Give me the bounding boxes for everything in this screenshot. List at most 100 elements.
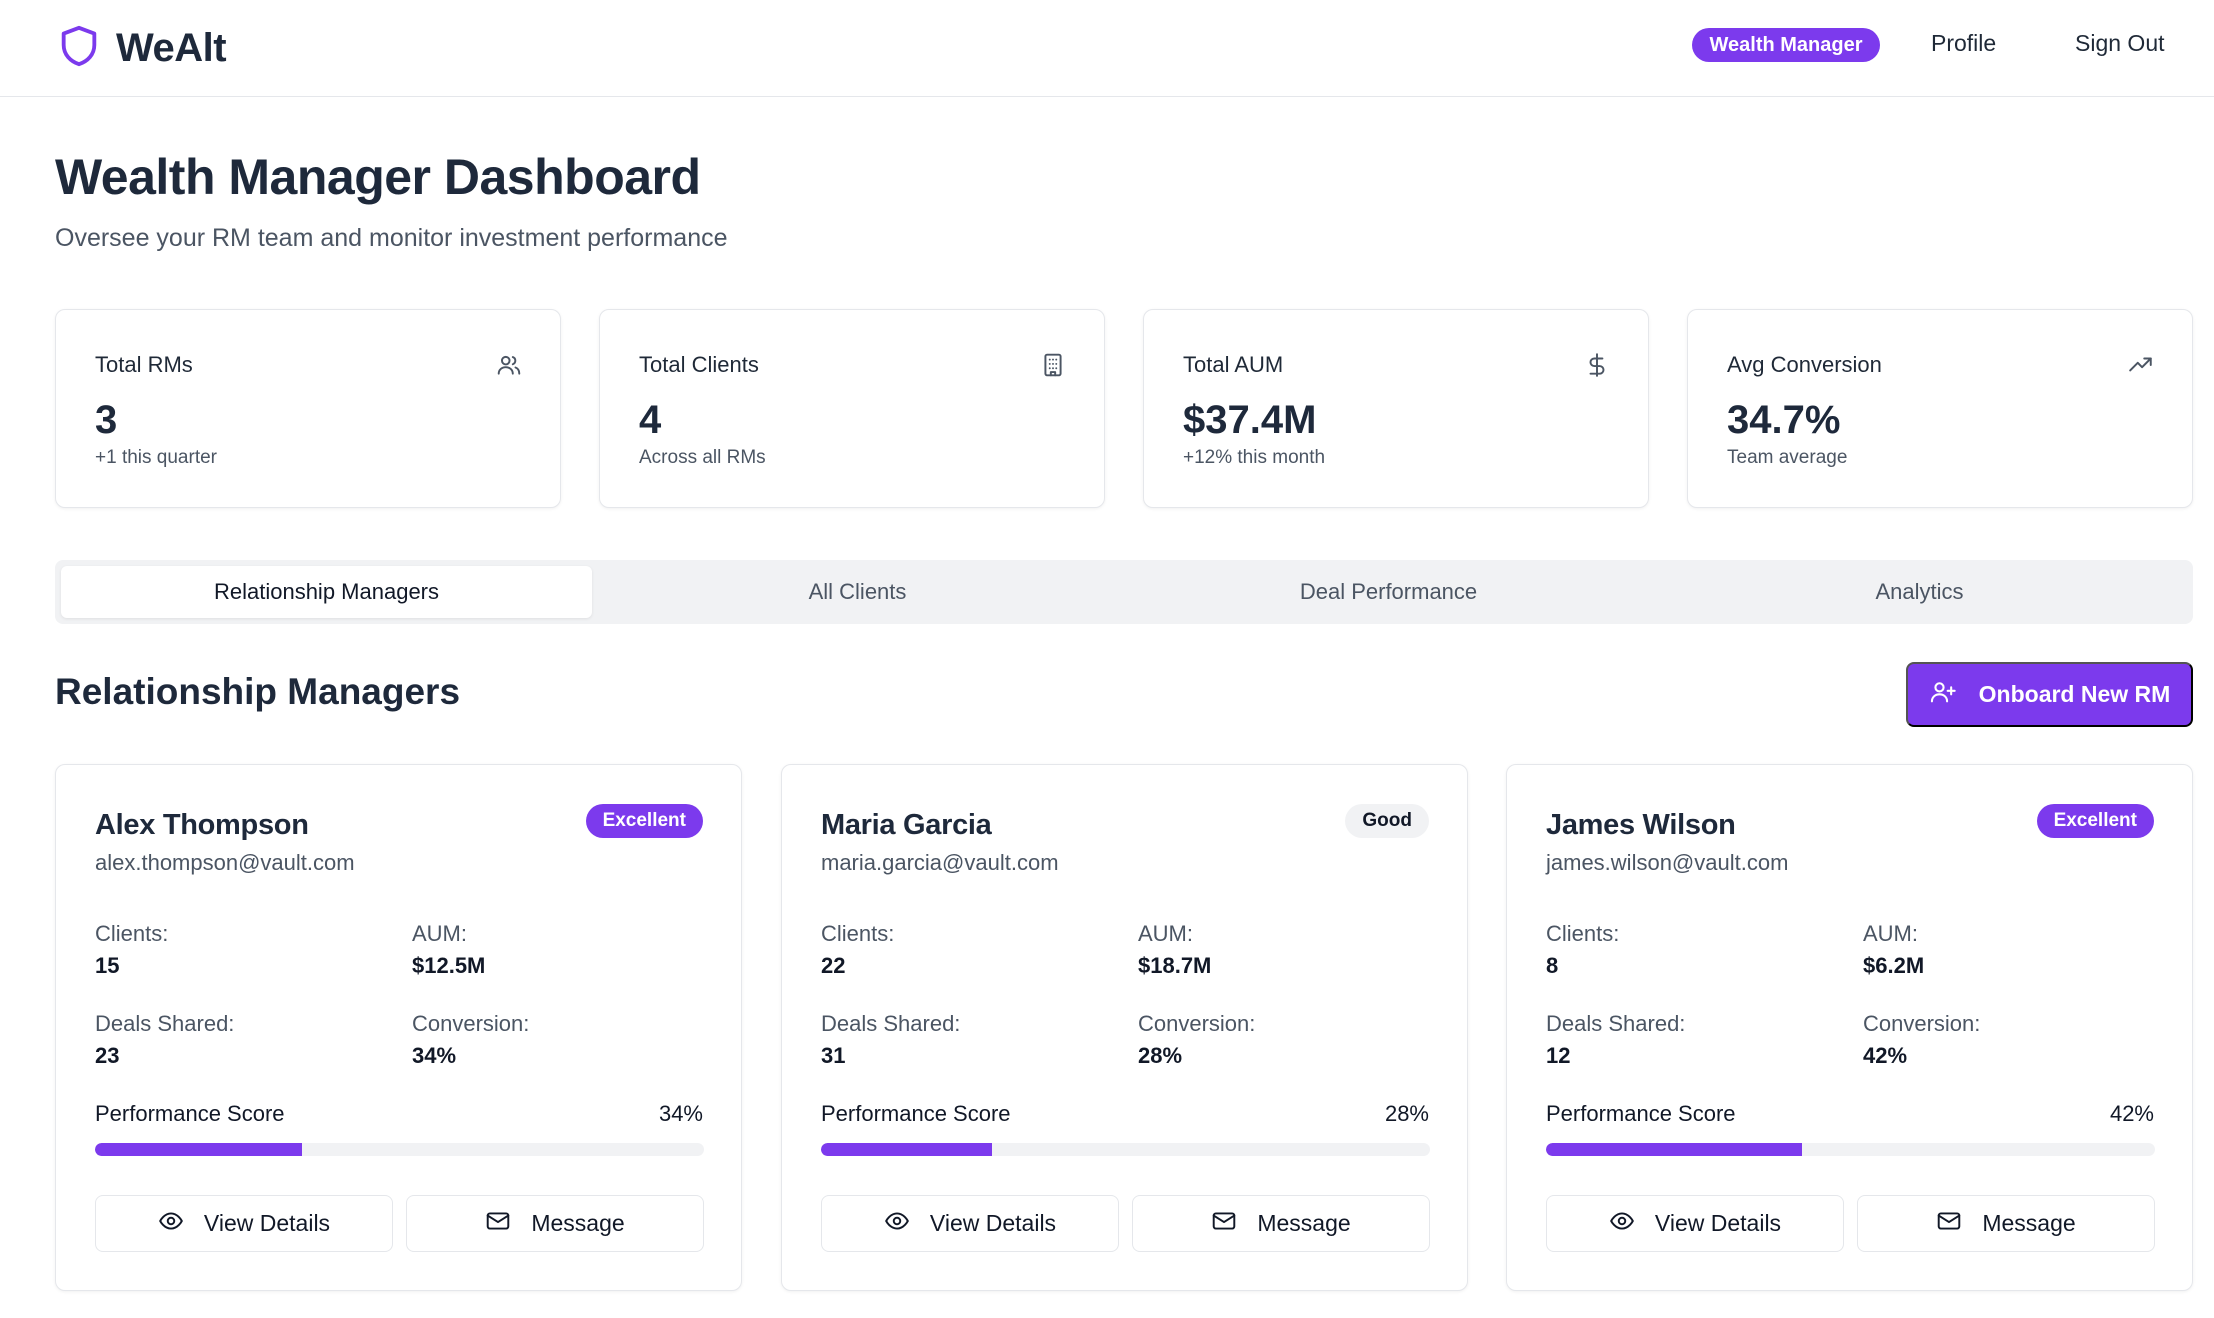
performance-bar-fill (821, 1143, 992, 1156)
dashboard-tabs: Relationship Managers All Clients Deal P… (55, 560, 2193, 624)
stat-label: Total Clients (639, 352, 759, 377)
tab-relationship-managers[interactable]: Relationship Managers (61, 566, 592, 618)
conversion-label: Conversion: (1138, 1011, 1256, 1036)
rating-badge: Excellent (585, 804, 703, 838)
aum-label: AUM: (1863, 921, 1918, 946)
profile-link[interactable]: Profile (1931, 30, 1997, 56)
performance-value: 28% (1384, 1101, 1429, 1126)
user-plus-icon (1929, 678, 1979, 712)
view-details-button[interactable]: View Details (821, 1195, 1119, 1252)
stat-card-avg-conversion: Avg Conversion 34.7% Team average (1687, 309, 2193, 508)
clients-value: 15 (95, 953, 120, 978)
mail-icon (1211, 1208, 1257, 1240)
stat-card-total-clients: Total Clients 4 Across all RMs (599, 309, 1105, 508)
message-button[interactable]: Message (1132, 1195, 1430, 1252)
stat-note: Team average (1727, 447, 1848, 468)
view-details-button[interactable]: View Details (95, 1195, 393, 1252)
eye-icon (884, 1208, 930, 1240)
conversion-label: Conversion: (412, 1011, 530, 1036)
performance-bar-fill (1546, 1143, 1802, 1156)
users-icon (496, 352, 522, 378)
rm-card: James Wilson Excellent james.wilson@vaul… (1506, 764, 2193, 1291)
performance-label: Performance Score (1546, 1101, 1736, 1126)
mail-icon (1936, 1208, 1982, 1240)
rm-email: alex.thompson@vault.com (95, 850, 355, 875)
tab-deal-performance[interactable]: Deal Performance (1299, 579, 1478, 604)
rm-card: Alex Thompson Excellent alex.thompson@va… (55, 764, 742, 1291)
onboard-label: Onboard New RM (1978, 681, 2171, 707)
deals-value: 31 (821, 1043, 846, 1068)
stat-note: +1 this quarter (95, 447, 217, 468)
building-icon (1040, 352, 1066, 378)
top-navbar: WeAlt Wealth Manager Profile Sign Out (0, 0, 2214, 97)
view-details-label: View Details (203, 1210, 331, 1236)
performance-value: 34% (658, 1101, 703, 1126)
message-label: Message (1982, 1210, 2076, 1236)
conversion-label: Conversion: (1863, 1011, 1981, 1036)
tab-analytics[interactable]: Analytics (1875, 579, 1964, 604)
stat-note: Across all RMs (639, 447, 766, 468)
rm-card: Maria Garcia Good maria.garcia@vault.com… (781, 764, 1468, 1291)
performance-bar (95, 1143, 704, 1156)
clients-label: Clients: (95, 921, 169, 946)
message-label: Message (531, 1210, 625, 1236)
stat-label: Total AUM (1183, 352, 1284, 377)
deals-label: Deals Shared: (821, 1011, 961, 1036)
aum-value: $12.5M (412, 953, 486, 978)
performance-bar (821, 1143, 1430, 1156)
message-button[interactable]: Message (406, 1195, 704, 1252)
conversion-value: 42% (1863, 1043, 1908, 1068)
app-logo[interactable]: WeAlt (56, 20, 227, 77)
stat-card-total-rms: Total RMs 3 +1 this quarter (55, 309, 561, 508)
view-details-label: View Details (929, 1210, 1057, 1236)
deals-label: Deals Shared: (95, 1011, 235, 1036)
stat-card-total-aum: Total AUM $37.4M +12% this month (1143, 309, 1649, 508)
clients-value: 8 (1546, 953, 1559, 978)
stat-label: Total RMs (95, 352, 193, 377)
stat-value: 3 (95, 398, 118, 442)
message-label: Message (1257, 1210, 1351, 1236)
deals-label: Deals Shared: (1546, 1011, 1686, 1036)
stat-value: $37.4M (1183, 398, 1317, 442)
rm-name: Alex Thompson (95, 809, 309, 841)
eye-icon (158, 1208, 204, 1240)
performance-bar (1546, 1143, 2155, 1156)
section-title: Relationship Managers (55, 671, 461, 712)
rm-name: James Wilson (1546, 809, 1736, 841)
performance-value: 42% (2109, 1101, 2154, 1126)
performance-label: Performance Score (95, 1101, 285, 1126)
stat-value: 34.7% (1727, 398, 1841, 442)
role-badge: Wealth Manager (1692, 28, 1880, 62)
performance-label: Performance Score (821, 1101, 1011, 1126)
shield-icon (56, 20, 102, 77)
mail-icon (485, 1208, 531, 1240)
rm-email: james.wilson@vault.com (1546, 850, 1789, 875)
page-title: Wealth Manager Dashboard (55, 149, 701, 205)
view-details-button[interactable]: View Details (1546, 1195, 1844, 1252)
tab-all-clients[interactable]: All Clients (808, 579, 907, 604)
stat-note: +12% this month (1183, 447, 1326, 468)
rm-name: Maria Garcia (821, 809, 992, 841)
rm-email: maria.garcia@vault.com (821, 850, 1059, 875)
page-subtitle: Oversee your RM team and monitor investm… (55, 224, 728, 252)
stat-value: 4 (639, 398, 662, 442)
aum-value: $6.2M (1863, 953, 1925, 978)
deals-value: 12 (1546, 1043, 1571, 1068)
view-details-label: View Details (1654, 1210, 1782, 1236)
app-name: WeAlt (116, 26, 227, 70)
conversion-value: 28% (1138, 1043, 1183, 1068)
dollar-icon (1584, 352, 1610, 378)
message-button[interactable]: Message (1857, 1195, 2155, 1252)
conversion-value: 34% (412, 1043, 457, 1068)
aum-value: $18.7M (1138, 953, 1212, 978)
performance-bar-fill (95, 1143, 303, 1156)
stat-label: Avg Conversion (1727, 352, 1882, 377)
aum-label: AUM: (1138, 921, 1193, 946)
aum-label: AUM: (412, 921, 467, 946)
sign-out-link[interactable]: Sign Out (2075, 30, 2165, 56)
clients-value: 22 (821, 953, 846, 978)
deals-value: 23 (95, 1043, 120, 1068)
onboard-new-rm-button[interactable]: Onboard New RM (1906, 662, 2193, 727)
rating-badge: Excellent (2036, 804, 2154, 838)
trending-up-icon (2128, 352, 2154, 378)
